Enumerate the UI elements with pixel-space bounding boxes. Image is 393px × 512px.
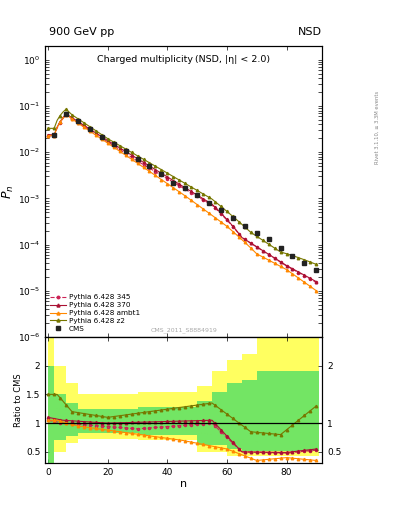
CMS <box>278 245 283 251</box>
Text: NSD: NSD <box>298 27 321 37</box>
Pythia 6.428 370 <box>111 141 116 147</box>
Line: Pythia 6.428 z2: Pythia 6.428 z2 <box>47 108 318 266</box>
Pythia 6.428 ambt1 <box>314 288 319 294</box>
CMS <box>52 133 57 139</box>
Pythia 6.428 z2 <box>275 247 280 253</box>
Pythia 6.428 345 <box>118 146 122 153</box>
Pythia 6.428 370 <box>275 257 280 263</box>
CMS <box>183 185 187 191</box>
Text: Rivet 3.1.10, ≥ 3.3M events: Rivet 3.1.10, ≥ 3.3M events <box>375 91 380 164</box>
Pythia 6.428 ambt1 <box>118 148 122 154</box>
Pythia 6.428 ambt1 <box>64 112 68 118</box>
CMS <box>242 223 247 229</box>
Pythia 6.428 z2 <box>64 106 68 112</box>
Line: Pythia 6.428 ambt1: Pythia 6.428 ambt1 <box>47 113 318 292</box>
Pythia 6.428 370 <box>46 132 51 138</box>
Pythia 6.428 345 <box>275 257 280 263</box>
Pythia 6.428 370 <box>311 277 316 283</box>
Pythia 6.428 z2 <box>308 259 313 265</box>
Pythia 6.428 370 <box>314 279 319 285</box>
CMS <box>75 118 80 124</box>
Pythia 6.428 z2 <box>111 139 116 145</box>
Y-axis label: Ratio to CMS: Ratio to CMS <box>14 373 23 427</box>
Pythia 6.428 370 <box>64 111 68 117</box>
CMS <box>231 215 235 221</box>
Pythia 6.428 345 <box>64 112 68 118</box>
CMS <box>290 252 295 259</box>
CMS <box>99 134 104 140</box>
Pythia 6.428 345 <box>308 276 313 282</box>
CMS <box>88 126 92 132</box>
Y-axis label: $P_n$: $P_n$ <box>1 184 17 199</box>
Pythia 6.428 z2 <box>118 142 122 148</box>
CMS <box>111 141 116 147</box>
Pythia 6.428 ambt1 <box>111 144 116 150</box>
Pythia 6.428 345 <box>82 123 86 130</box>
CMS <box>302 260 307 266</box>
Line: CMS: CMS <box>52 112 318 272</box>
CMS <box>159 170 164 177</box>
Pythia 6.428 370 <box>118 145 122 151</box>
Pythia 6.428 ambt1 <box>311 286 316 292</box>
Pythia 6.428 z2 <box>82 120 86 126</box>
Text: 900 GeV pp: 900 GeV pp <box>49 27 114 37</box>
CMS <box>135 156 140 162</box>
Line: Pythia 6.428 345: Pythia 6.428 345 <box>47 114 317 284</box>
Pythia 6.428 345 <box>314 280 319 286</box>
CMS <box>64 111 68 117</box>
Pythia 6.428 345 <box>311 278 316 284</box>
CMS <box>219 207 223 213</box>
Pythia 6.428 ambt1 <box>82 124 86 130</box>
Pythia 6.428 ambt1 <box>46 133 51 139</box>
Pythia 6.428 345 <box>111 143 116 149</box>
CMS <box>314 267 319 273</box>
Text: CMS_2011_S8884919: CMS_2011_S8884919 <box>150 327 217 333</box>
Pythia 6.428 z2 <box>314 261 319 267</box>
Text: Charged multiplicity (NSD, |η| < 2.0): Charged multiplicity (NSD, |η| < 2.0) <box>97 55 270 64</box>
Pythia 6.428 345 <box>46 133 51 139</box>
Pythia 6.428 370 <box>308 275 313 282</box>
Pythia 6.428 z2 <box>46 125 51 132</box>
CMS <box>254 230 259 236</box>
CMS <box>207 200 211 206</box>
CMS <box>195 191 200 198</box>
Pythia 6.428 370 <box>82 122 86 129</box>
X-axis label: n: n <box>180 479 187 488</box>
Pythia 6.428 ambt1 <box>275 262 280 268</box>
CMS <box>266 237 271 243</box>
Pythia 6.428 z2 <box>311 260 316 266</box>
CMS <box>123 148 128 154</box>
Pythia 6.428 ambt1 <box>308 284 313 290</box>
CMS <box>171 180 176 186</box>
CMS <box>147 162 152 168</box>
Line: Pythia 6.428 370: Pythia 6.428 370 <box>47 113 318 283</box>
Legend: Pythia 6.428 345, Pythia 6.428 370, Pythia 6.428 ambt1, Pythia 6.428 z2, CMS: Pythia 6.428 345, Pythia 6.428 370, Pyth… <box>49 293 141 333</box>
